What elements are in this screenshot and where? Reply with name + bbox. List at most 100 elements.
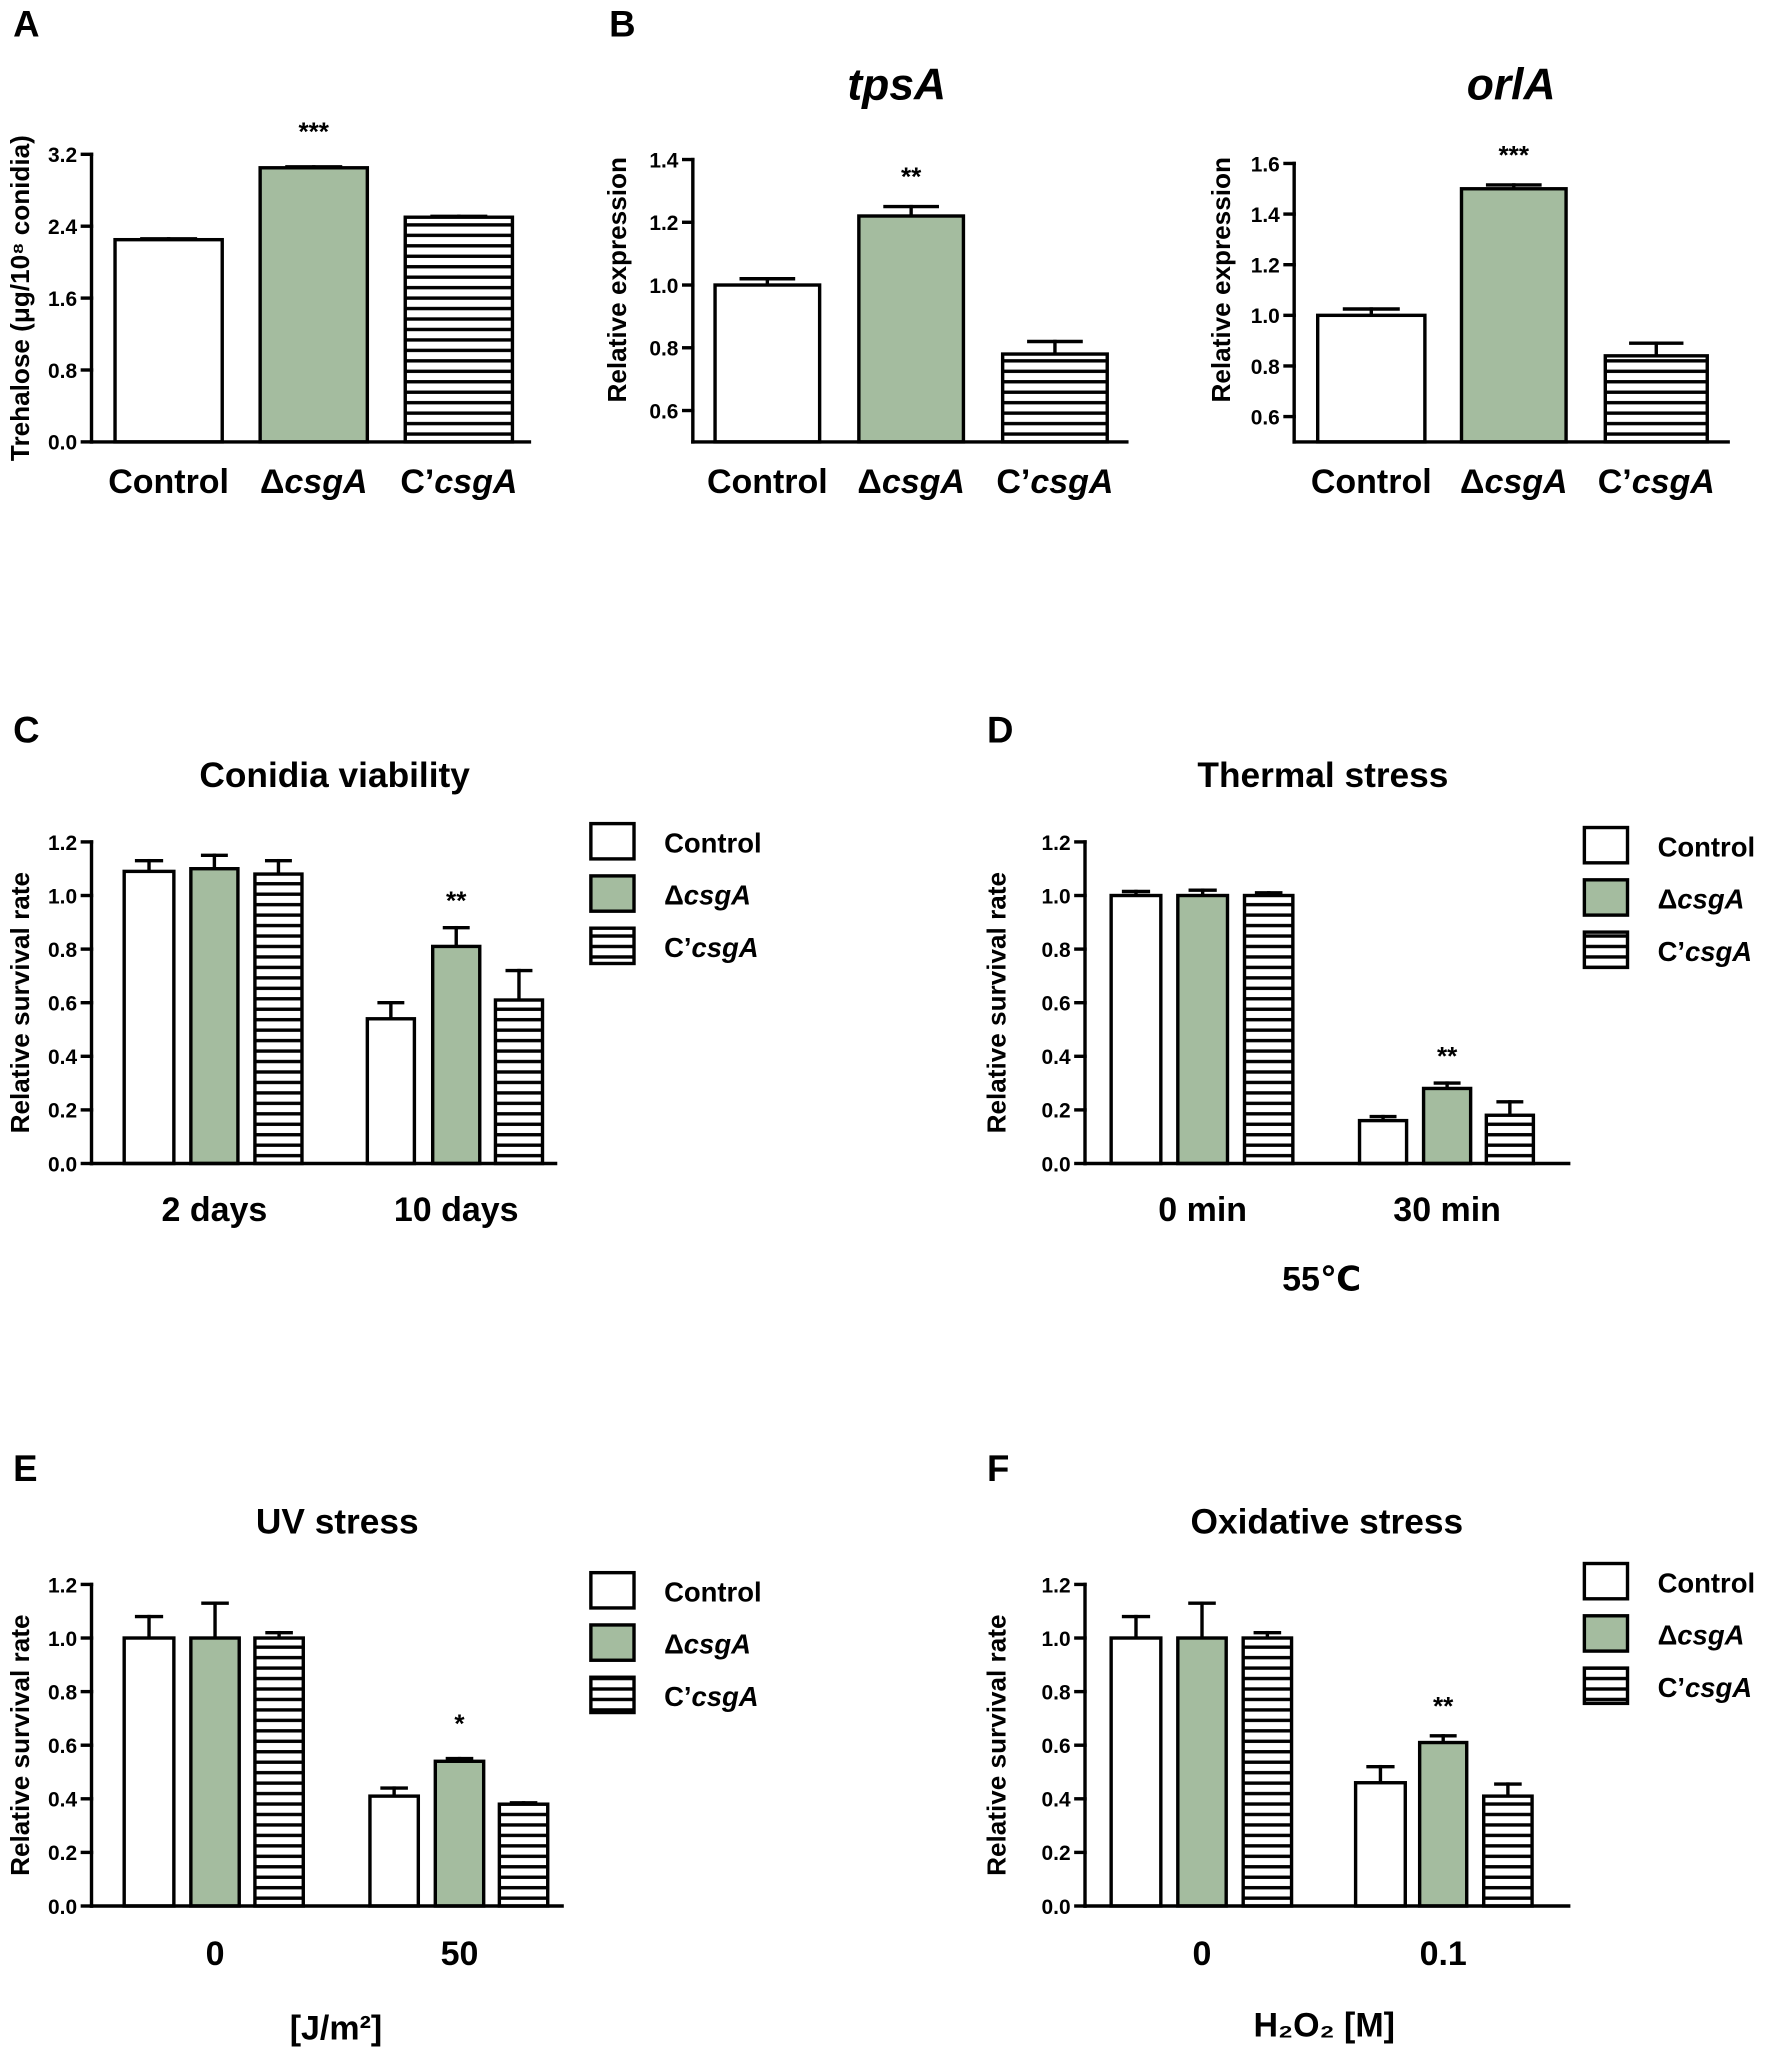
legend-label-gene-name: csgA (1685, 936, 1752, 967)
x-tick-label: Control (1311, 463, 1432, 501)
y-tick-label: 1.2 (48, 832, 77, 855)
x-tick-label-gene-name: csgA (434, 463, 517, 501)
bar-complement-csga (1000, 352, 1109, 444)
y-tick-label: 0.0 (48, 1153, 77, 1176)
bar-complement-csga (1484, 1113, 1536, 1166)
y-tick-label: 1.4 (649, 149, 678, 172)
legend-swatch-complement-csga (589, 1675, 636, 1715)
chart-title: orlA (1467, 60, 1556, 109)
legend-label: Control (1658, 1567, 1756, 1598)
bar-complement-csga (403, 215, 515, 444)
y-tick-label: 0.0 (1042, 1153, 1071, 1176)
x-tick-label-gene-name: csgA (882, 463, 965, 501)
legend-label-text: C’ (1658, 1672, 1685, 1703)
panel-b-orla-chart: orlA Relative expression 0.6 0.8 1.0 1.2 1.4 1.… (1206, 60, 1730, 501)
legend-label-text: Control (1658, 831, 1756, 862)
bar-complement-csga (1242, 893, 1295, 1166)
bar-delta-csga (857, 214, 966, 444)
y-tick-label: 1.6 (48, 288, 77, 311)
legend-label-text: Δ (1658, 1620, 1678, 1651)
y-tick-label: 1.0 (1042, 885, 1071, 908)
legend-swatch-complement-csga (1582, 1666, 1630, 1706)
x-tick-label-gene-name: csgA (1030, 463, 1113, 501)
y-tick-label: 1.0 (1251, 305, 1280, 328)
bar-control (1353, 1781, 1407, 1908)
legend-label-text: C’ (664, 932, 691, 963)
y-tick-label: 0.8 (1042, 1681, 1071, 1704)
legend-swatch-complement-csga (589, 926, 636, 966)
chart-title: Conidia viability (199, 756, 470, 795)
y-tick-label: 1.4 (1251, 204, 1280, 227)
panel-f-oxidative-stress-chart: Oxidative stress Relative survival rate 0.… (981, 1502, 1755, 2044)
x-tick-label-text: C’ (400, 463, 434, 501)
y-tick-label: 1.0 (48, 1628, 77, 1651)
y-tick-label: 1.2 (649, 212, 678, 235)
x-tick-label-gene-name: csgA (1632, 463, 1715, 501)
x-tick-label-text: Δ (857, 463, 881, 501)
x-tick-label: Control (108, 463, 229, 501)
legend-label: Control (1658, 831, 1756, 862)
y-tick-label: 1.6 (1251, 153, 1280, 176)
legend-swatch-delta-csga (589, 1623, 636, 1662)
y-tick-label: 2.4 (48, 216, 77, 239)
y-tick-label: 1.0 (1042, 1628, 1071, 1651)
legend-swatch-delta-csga (589, 874, 636, 913)
panel-label-b: B (609, 4, 635, 45)
legend-label-text: Δ (664, 1629, 684, 1660)
y-tick-label: 0.2 (48, 1842, 77, 1865)
bar-complement-csga (1603, 354, 1709, 444)
x-axis-label: 55℃ (1282, 1260, 1361, 1298)
legend-label-text: C’ (664, 1681, 691, 1712)
legend-label-gene-name: csgA (692, 932, 759, 963)
x-group-label: 0 (1193, 1935, 1212, 1973)
y-axis-label: Relative survival rate (981, 872, 1011, 1133)
legend-label: C’csgA (1658, 1672, 1753, 1703)
y-tick-label: 0.6 (48, 1735, 77, 1758)
y-tick-label: 1.2 (48, 1574, 77, 1597)
legend-label: ΔcsgA (1658, 884, 1745, 915)
bar-control (1109, 1636, 1163, 1908)
legend-label-gene-name: csgA (1677, 1620, 1744, 1651)
x-tick-label: C’csgA (1598, 463, 1715, 501)
panel-label-f: F (987, 1448, 1009, 1489)
significance-label: ** (446, 885, 467, 915)
y-axis-label: Relative survival rate (5, 872, 35, 1133)
bar-complement-csga (253, 872, 304, 1166)
panel-c-conidia-viability-chart: Conidia viability Relative survival rate 0… (5, 756, 762, 1229)
y-tick-label: 0.6 (1251, 406, 1280, 429)
x-tick-label: ΔcsgA (260, 463, 368, 501)
bar-complement-csga (493, 998, 545, 1166)
legend-label: Control (664, 1576, 762, 1607)
x-tick-label: C’csgA (400, 463, 517, 501)
bar-control (122, 869, 176, 1166)
x-tick-label-text: Control (707, 463, 828, 501)
bar-delta-csga (1417, 1740, 1469, 1908)
legend-swatch-control (589, 821, 636, 861)
legend-label: C’csgA (664, 1681, 759, 1712)
significance-label: ** (1433, 1691, 1454, 1721)
legend-swatch-control (1582, 825, 1630, 865)
bar-control (113, 237, 224, 444)
x-tick-label-text: Control (108, 463, 229, 501)
legend-label-gene-name: csgA (684, 880, 751, 911)
y-axis-label: Relative expression (1206, 157, 1236, 402)
bar-delta-csga (1176, 893, 1230, 1166)
legend-label-text: Δ (664, 880, 684, 911)
legend-label: ΔcsgA (664, 1629, 751, 1660)
panel-e-uv-stress-chart: UV stress Relative survival rate 0.0 0.2 0.4… (5, 1502, 762, 2047)
x-group-label: 10 days (394, 1191, 519, 1229)
y-tick-label: 1.2 (1042, 1574, 1071, 1597)
x-group-label: 0 (206, 1935, 225, 1973)
legend-label: C’csgA (664, 932, 759, 963)
x-tick-label-gene-name: csgA (284, 463, 367, 501)
bar-delta-csga (258, 166, 370, 444)
y-tick-label: 0.8 (1251, 356, 1280, 379)
y-tick-label: 0.0 (48, 1896, 77, 1919)
bar-delta-csga (433, 1759, 486, 1908)
significance-label: ** (901, 162, 922, 192)
bar-delta-csga (189, 1636, 241, 1908)
y-tick-label: 0.6 (48, 993, 77, 1016)
legend-label-gene-name: csgA (1685, 1672, 1752, 1703)
x-group-label: 50 (441, 1935, 479, 1973)
bar-control (368, 1794, 421, 1908)
